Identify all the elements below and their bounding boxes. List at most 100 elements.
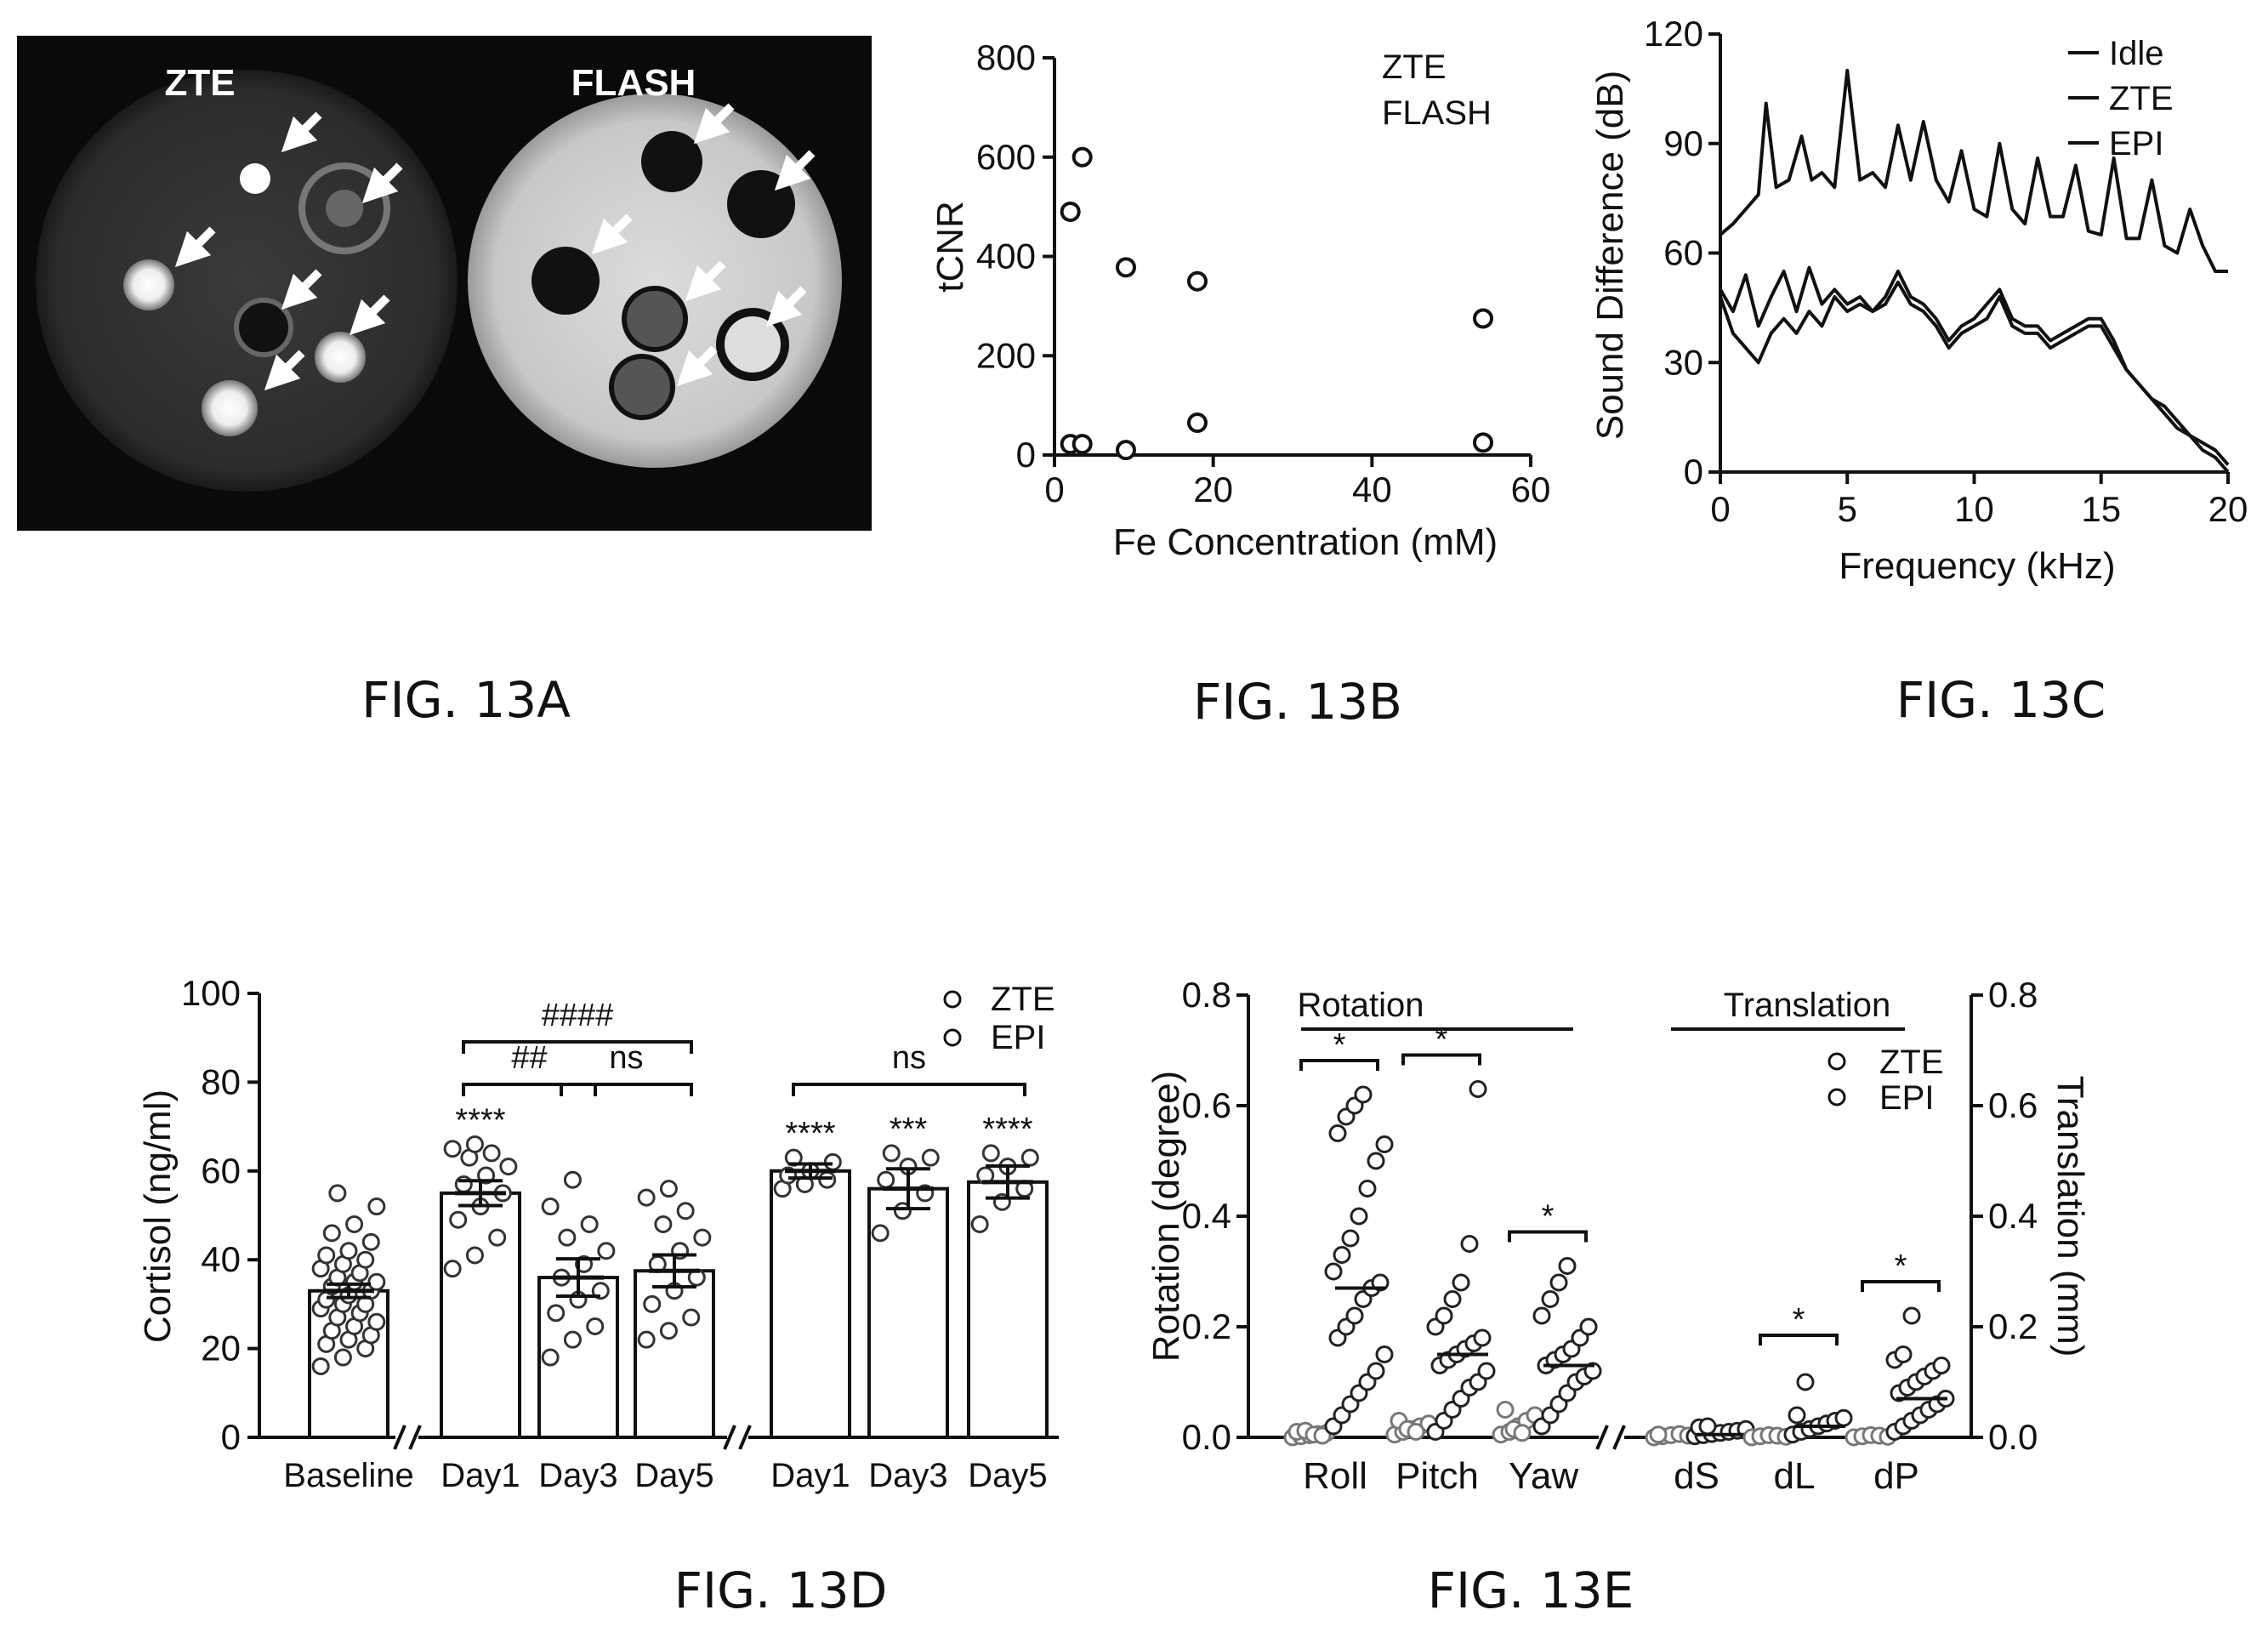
c-y-tick-label: 90 — [1663, 123, 1703, 163]
e-marks: * * * * * — [1283, 1022, 1955, 1447]
e-legend: ZTE EPI — [1827, 1044, 1944, 1117]
d-significance-label: **** — [982, 1112, 1032, 1147]
b-point — [1187, 412, 1208, 434]
b-y-tick-label: 0 — [1016, 435, 1036, 475]
e-zte-point — [1513, 1424, 1532, 1442]
d-point — [367, 1312, 386, 1331]
caption-13c: FIG. 13C — [1896, 671, 2106, 729]
e-x-tick-label: dP — [1873, 1455, 1919, 1497]
b-point — [1060, 201, 1081, 222]
e-epi-point — [1367, 1362, 1385, 1380]
e-axis-break — [1595, 1425, 1609, 1450]
d-point — [597, 1242, 616, 1260]
c-legend: Idle ZTE EPI — [2068, 35, 2174, 162]
e-y2-tick-label: 0.2 — [1988, 1306, 2038, 1346]
e-epi-point — [1532, 1306, 1551, 1325]
flash-vial — [622, 286, 688, 352]
d-x-tick-label: Day5 — [634, 1457, 713, 1494]
d-point — [547, 1304, 566, 1323]
e-y2-tick-label: 0.6 — [1988, 1085, 2038, 1125]
e-epi-point — [1345, 1306, 1364, 1325]
c-series-line — [1719, 68, 2228, 273]
d-axis-break — [408, 1425, 422, 1450]
e-epi-point — [1834, 1408, 1853, 1427]
c-y-tick-label: 120 — [1644, 14, 1703, 54]
d-point — [563, 1330, 582, 1349]
e-bracket — [1299, 1059, 1379, 1071]
b-x-tick-label: 20 — [1193, 469, 1233, 509]
d-axis-break — [723, 1425, 736, 1450]
c-axes: 0 30 60 90 120 0 5 10 15 20 — [1644, 14, 2248, 529]
d-point — [482, 1144, 501, 1163]
e-y-axis-label: Rotation (degree) — [1145, 1071, 1187, 1362]
c-x-tick-label: 15 — [2081, 489, 2121, 529]
zte-vial — [315, 332, 366, 383]
c-legend-epi: EPI — [2109, 125, 2163, 162]
e-epi-point — [1698, 1417, 1717, 1436]
e-epi-point — [1354, 1085, 1373, 1104]
e-epi-point — [1473, 1328, 1492, 1347]
b-y-tick-label: 200 — [976, 335, 1036, 375]
d-bar — [770, 1169, 851, 1440]
e-legend-zte: ZTE — [1879, 1044, 1944, 1081]
d-axes: 0 20 40 60 80 100 Baseline Day1 Day3 Day5 Day1 Day3… — [181, 973, 1059, 1494]
b-x-tick-label: 0 — [1044, 469, 1064, 509]
e-epi-point — [1367, 1152, 1385, 1170]
d-point — [367, 1197, 386, 1216]
d-point — [345, 1215, 364, 1233]
e-epi-point — [1328, 1124, 1347, 1142]
d-axis-break — [738, 1425, 752, 1450]
d-y-tick-label: 20 — [201, 1328, 241, 1368]
panel-b-chart: 0 200 400 600 800 0 20 40 60 Fe Concentration (m… — [929, 37, 1550, 563]
d-point — [449, 1210, 468, 1229]
d-point — [921, 1148, 940, 1167]
d-y-tick-label: 0 — [221, 1417, 241, 1457]
d-x-tick-label: Day5 — [968, 1457, 1047, 1494]
e-x-tick-label: dS — [1674, 1455, 1719, 1497]
d-point — [877, 1170, 895, 1189]
e-legend-epi: EPI — [1879, 1079, 1934, 1117]
e-zte-point — [1313, 1426, 1332, 1445]
d-y-tick-label: 80 — [201, 1061, 241, 1101]
d-point — [1020, 1148, 1039, 1167]
b-legend-flash: FLASH — [1382, 94, 1492, 132]
e-y-tick-label: 0.2 — [1182, 1306, 1231, 1346]
e-significance-label: * — [1435, 1022, 1448, 1058]
e-significance-label: * — [1793, 1302, 1805, 1338]
e-epi-point — [1435, 1306, 1453, 1325]
e-y2-tick-label: 0.8 — [1988, 975, 2038, 1015]
zte-vial — [123, 259, 174, 310]
b-point — [1071, 434, 1093, 455]
e-bracket — [1508, 1230, 1588, 1243]
d-y-tick-label: 100 — [181, 973, 241, 1013]
flash-vial — [609, 354, 675, 420]
d-point — [823, 1152, 842, 1171]
b-x-axis-label: Fe Concentration (mM) — [1113, 521, 1498, 563]
d-point — [580, 1215, 599, 1233]
e-y-tick-label: 0.0 — [1182, 1417, 1231, 1457]
d-point — [871, 1224, 890, 1243]
e-epi-point — [1324, 1262, 1343, 1281]
d-bar — [440, 1191, 521, 1440]
e-epi-point — [1541, 1290, 1560, 1308]
e-y-tick-label: 0.8 — [1182, 975, 1231, 1015]
d-x-tick-label: Day1 — [441, 1457, 520, 1494]
b-legend-zte: ZTE — [1382, 48, 1447, 86]
zte-vial — [202, 380, 258, 436]
d-bracket — [560, 1083, 693, 1096]
zte-vial — [298, 162, 390, 254]
d-point — [465, 1135, 484, 1153]
e-x-tick-label: dL — [1774, 1455, 1816, 1497]
d-y-axis-label: Cortisol (ng/ml) — [137, 1089, 179, 1343]
b-x-tick-label: 60 — [1511, 469, 1551, 509]
d-point — [367, 1272, 386, 1291]
e-epi-point — [1477, 1362, 1496, 1380]
d-bracket-label: #### — [542, 998, 614, 1033]
flash-label: FLASH — [571, 62, 696, 104]
d-point — [317, 1246, 336, 1265]
c-series-line — [1719, 265, 2230, 466]
e-epi-point — [1341, 1229, 1360, 1248]
e-zte-point — [1496, 1401, 1515, 1419]
e-epi-point — [1558, 1257, 1577, 1275]
d-point — [488, 1228, 507, 1247]
